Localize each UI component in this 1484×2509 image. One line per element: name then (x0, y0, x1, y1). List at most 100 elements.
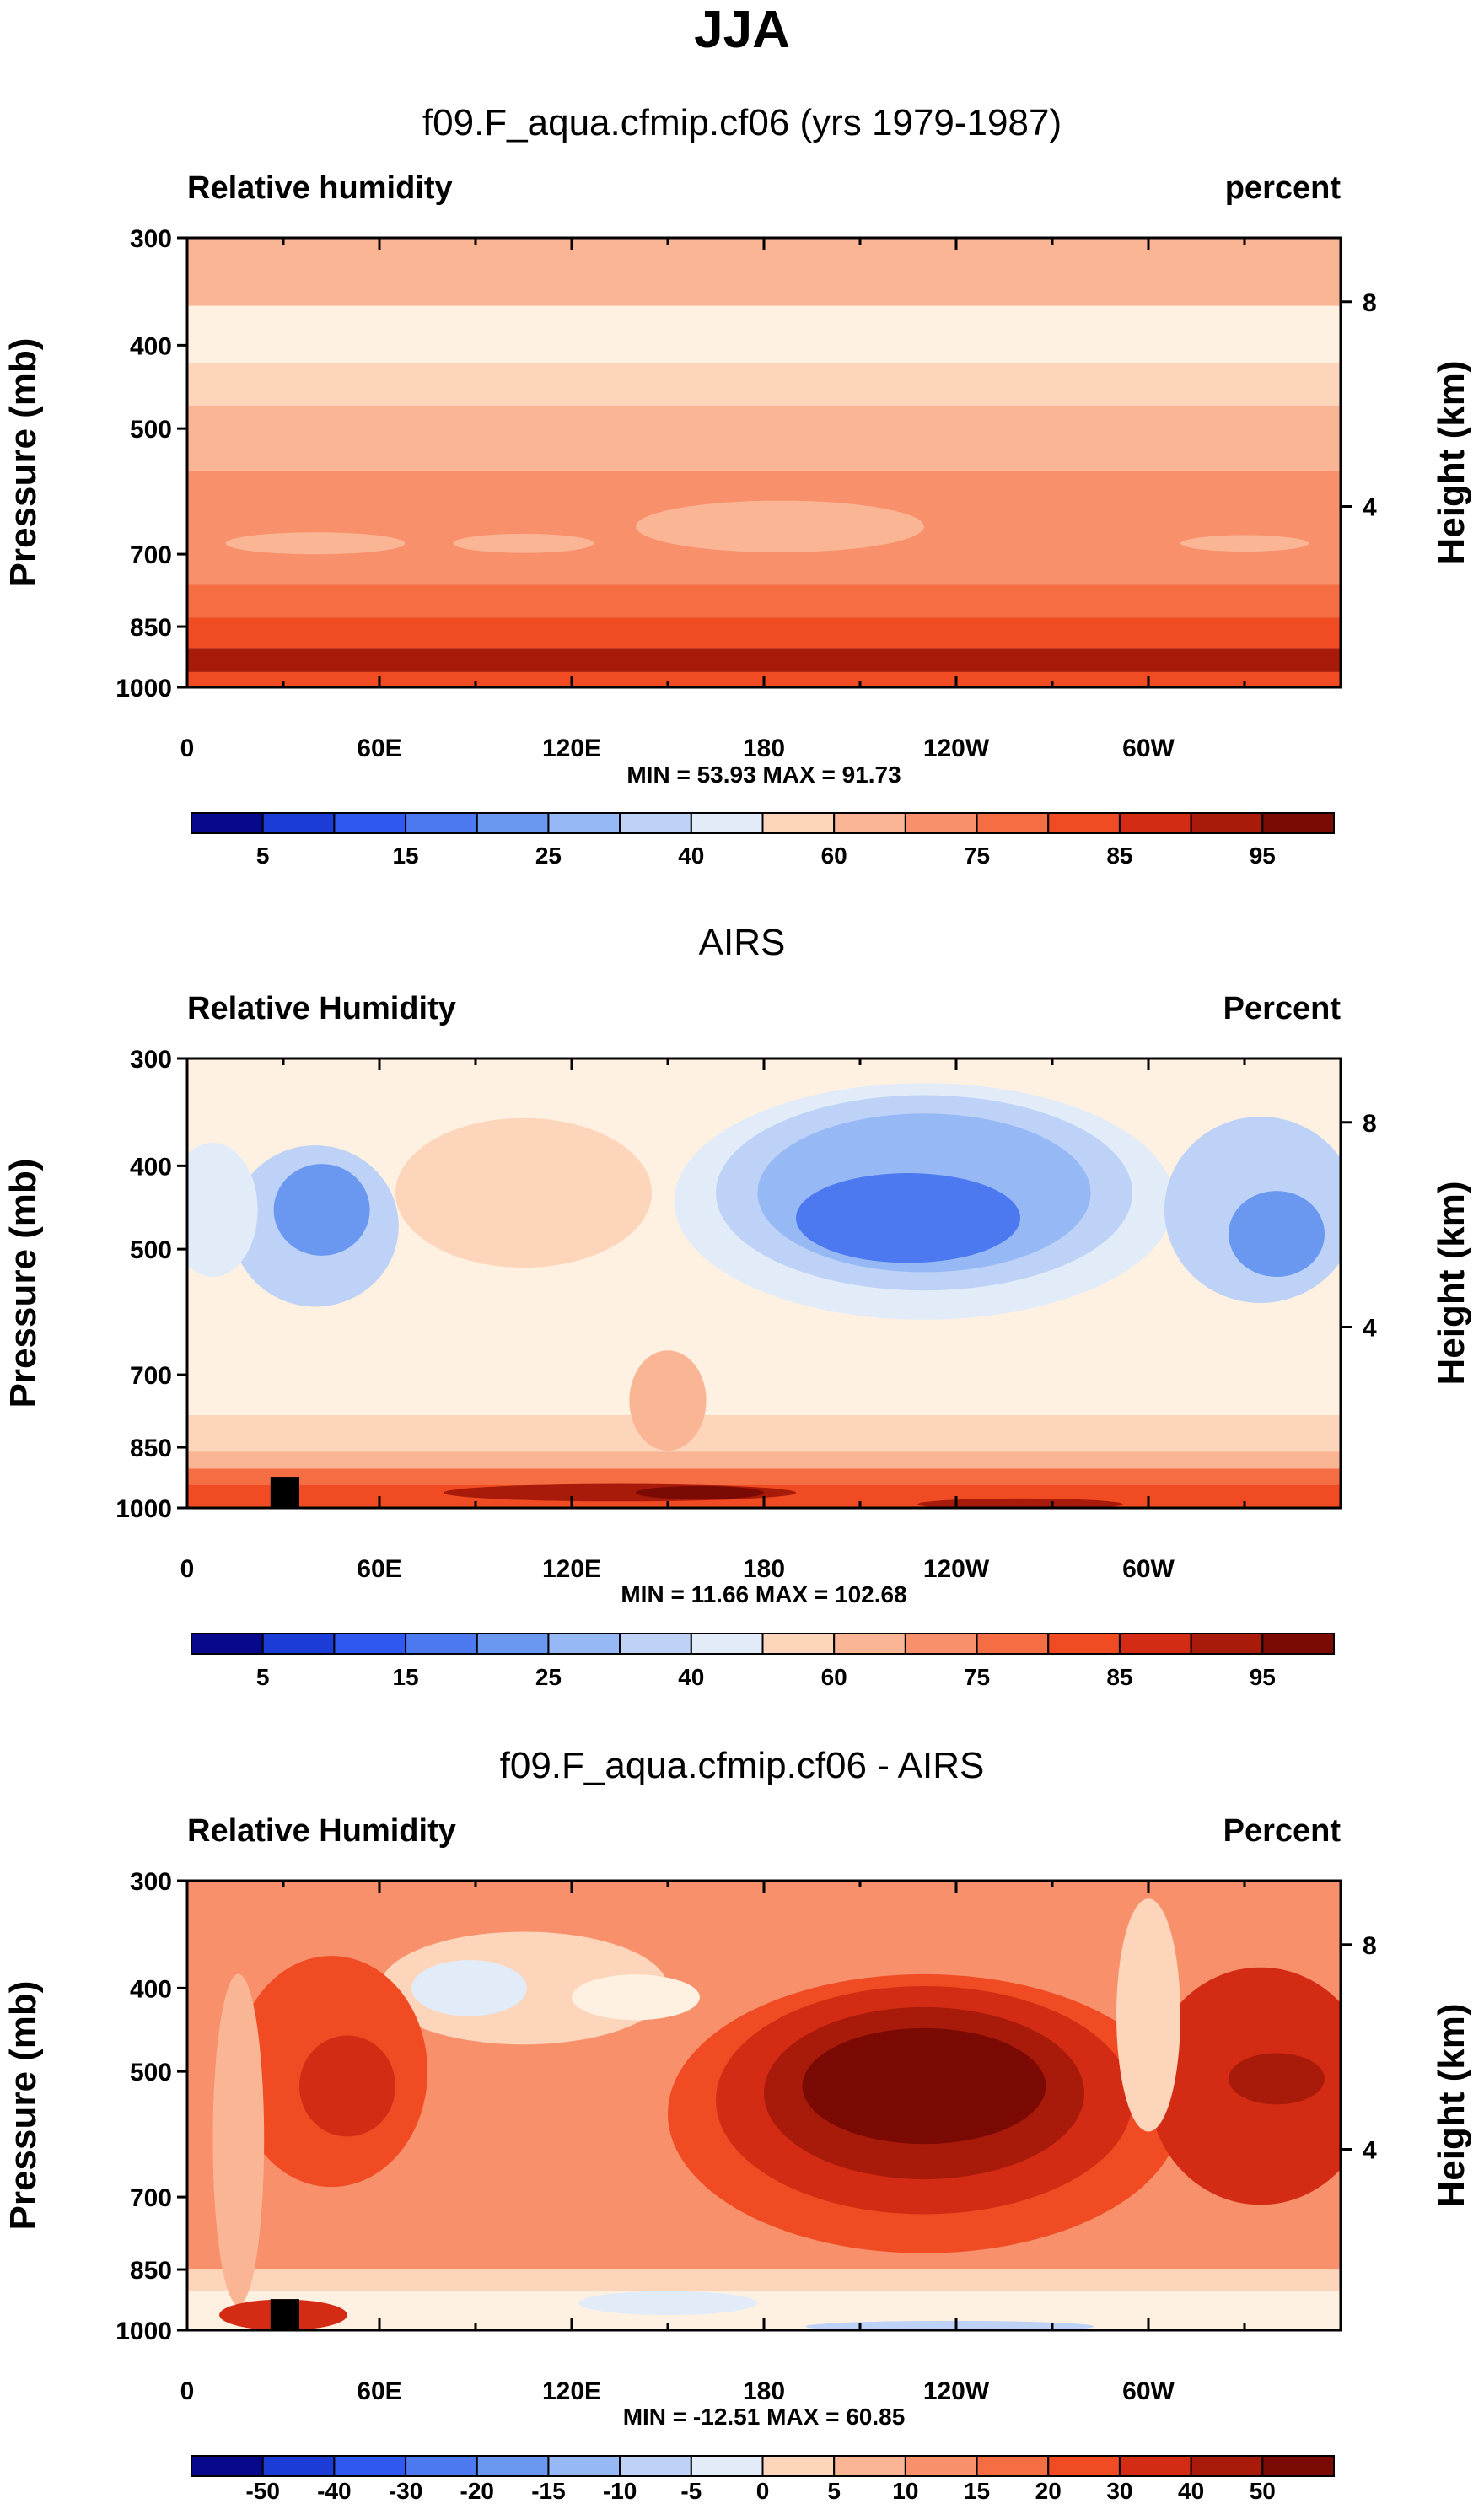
colorbar-box (333, 812, 407, 834)
contour-band (187, 1468, 1341, 1485)
colorbar-box (761, 812, 836, 834)
y-tick-label: 300 (130, 1868, 172, 1896)
contour-region (395, 1117, 652, 1268)
panel-title: AIRS (699, 922, 786, 963)
colorbar-box (619, 1633, 692, 1655)
colorbar-box (619, 812, 692, 834)
colorbar-label: 25 (535, 843, 562, 869)
y-axis-title-right: Height (km) (1431, 2004, 1472, 2208)
contour-region (212, 1973, 265, 2306)
variable-label: Relative Humidity (187, 1813, 456, 1849)
y-tick-label: 700 (130, 541, 172, 569)
colorbar-box (405, 1633, 478, 1655)
y-axis-title-right: Height (km) (1431, 1182, 1472, 1386)
colorbar-box (833, 812, 906, 834)
contour-region (1180, 535, 1309, 552)
colorbar-box (1118, 812, 1192, 834)
min-max-label: MIN = 53.93 MAX = 91.73 (626, 762, 901, 788)
colorbar-label: -15 (531, 2478, 565, 2504)
y-tick-label: 1000 (116, 2318, 172, 2345)
x-tick-label: 0 (180, 735, 195, 762)
colorbar-box (761, 1633, 836, 1655)
y-tick-label: 700 (130, 2184, 172, 2212)
x-tick-label: 180 (743, 1555, 785, 1583)
panel-title: f09.F_aqua.cfmip.cf06 (yrs 1979-1987) (422, 102, 1062, 143)
colorbar-label: -20 (460, 2478, 494, 2504)
colorbar-label: -5 (680, 2478, 702, 2504)
colorbar-box (1047, 1633, 1121, 1655)
colorbar-label: 60 (821, 1664, 847, 1690)
colorbar-box (904, 812, 978, 834)
y-tick-label: 500 (130, 2059, 172, 2086)
min-max-label: MIN = 11.66 MAX = 102.68 (621, 1581, 906, 1607)
colorbar-label: 15 (392, 1664, 418, 1690)
colorbar-label: 25 (535, 1664, 562, 1690)
x-tick-label: 0 (180, 1555, 195, 1583)
units-label: Percent (1223, 991, 1342, 1026)
y-tick-label: 700 (130, 1362, 172, 1390)
x-tick-label: 120W (923, 735, 990, 762)
contour-region (187, 1142, 258, 1278)
colorbar-box (261, 812, 336, 834)
contour-region (572, 1974, 700, 2021)
contour-region (453, 533, 594, 553)
colorbar-box (191, 1633, 264, 1655)
colorbar-label: 50 (1250, 2478, 1276, 2504)
colorbar-box (1261, 812, 1335, 834)
x-tick-label: 120W (923, 2377, 990, 2405)
min-max-label: MIN = -12.51 MAX = 60.85 (623, 2404, 906, 2430)
x-tick-label: 60E (357, 2377, 401, 2405)
contour-region (917, 1498, 1123, 1508)
y-axis-title: Pressure (mb) (3, 1159, 44, 1408)
colorbar-box (476, 2455, 550, 2477)
colorbar-box (1118, 2455, 1192, 2477)
y-axis-title-right: Height (km) (1431, 361, 1472, 565)
y-tick-label: 850 (130, 1435, 172, 1462)
contour-field (187, 1881, 1341, 2330)
colorbar-box (1047, 812, 1121, 834)
y-tick-label: 400 (130, 1975, 172, 2003)
y-tick-label: 300 (130, 225, 172, 253)
colorbar-box (976, 812, 1050, 834)
x-tick-label: 60E (357, 1555, 401, 1583)
colorbar-label: 95 (1250, 1664, 1276, 1690)
colorbar-label: 15 (392, 843, 418, 869)
colorbar-label: 15 (964, 2478, 990, 2504)
y-tick-label: 500 (130, 1236, 172, 1264)
colorbar-label: 30 (1106, 2478, 1132, 2504)
panel-3: f09.F_aqua.cfmip.cf06 - AIRS Relative Hum… (3, 1745, 1472, 2504)
contour-region (796, 1173, 1020, 1263)
panel-2: AIRS Relative Humidity Percent 0 60E 120E 180 1… (3, 922, 1472, 1690)
colorbar-box (547, 812, 621, 834)
colorbar-box (405, 812, 478, 834)
x-tick-label: 120E (542, 2377, 601, 2405)
contour-region (273, 1164, 370, 1256)
contour-band (187, 2269, 1341, 2291)
y-tick-label: 400 (130, 1153, 172, 1181)
colorbar-box (761, 2455, 836, 2477)
units-label: percent (1225, 170, 1342, 206)
colorbar-label: -50 (245, 2478, 279, 2504)
colorbar-label: 60 (821, 843, 847, 869)
contour-region (299, 2035, 395, 2137)
colorbar-box (1190, 2455, 1264, 2477)
contour-region (1229, 1191, 1325, 1278)
colorbar-box (261, 2455, 336, 2477)
x-tick-label: 0 (180, 2377, 195, 2405)
panel-1: f09.F_aqua.cfmip.cf06 (yrs 1979-1987) Rel… (3, 102, 1472, 869)
colorbar-label: -10 (603, 2478, 637, 2504)
colorbar-box (976, 1633, 1050, 1655)
contour-region (629, 1350, 707, 1451)
colorbar-box (1190, 1633, 1264, 1655)
x-tick-label: 120W (923, 1555, 990, 1583)
colorbar-box (690, 1633, 764, 1655)
colorbar-box (333, 2455, 407, 2477)
colorbar-label: 0 (756, 2478, 770, 2504)
y-tick-label: 300 (130, 1046, 172, 1074)
colorbar-label: 95 (1250, 843, 1276, 869)
x-tick-label: 60E (357, 735, 401, 762)
contour-region (1229, 2053, 1325, 2105)
colorbar-box (1190, 812, 1264, 834)
colorbar-box (904, 2455, 978, 2477)
variable-label: Relative Humidity (187, 991, 456, 1026)
